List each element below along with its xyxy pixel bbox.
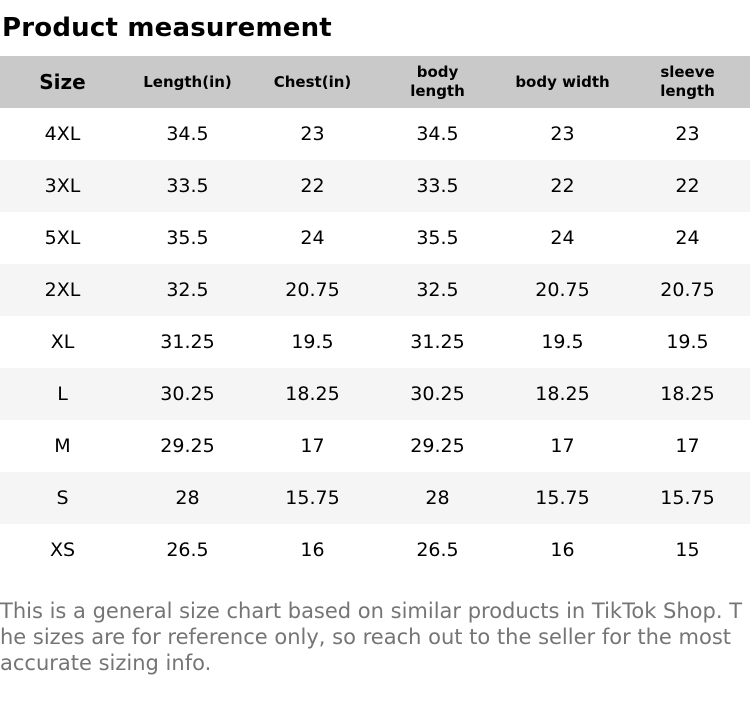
cell-body-width: 24 [550,227,575,249]
cell-body-length: 28 [425,487,450,509]
cell-body-width: 22 [550,175,575,197]
cell-chest: 22 [300,175,325,197]
page-title: Product measurement [2,13,332,43]
cell-body-width: 19.5 [541,331,584,353]
table-row: 5XL 35.5 24 35.5 24 24 [0,212,750,264]
cell-length: 33.5 [166,175,209,197]
cell-sleeve-length: 17 [675,435,700,457]
cell-length: 34.5 [166,123,209,145]
cell-length: 26.5 [166,539,209,561]
cell-body-length: 29.25 [410,435,465,457]
cell-size: XL [50,331,75,353]
cell-size: 5XL [44,227,81,249]
header-length-in: Length(in) [143,72,232,91]
cell-body-width: 18.25 [535,383,590,405]
table-header-row: Size Length(in) Chest(in) body length bo… [0,56,750,108]
table-row: 4XL 34.5 23 34.5 23 23 [0,108,750,160]
table-row: 3XL 33.5 22 33.5 22 22 [0,160,750,212]
cell-size: 4XL [44,123,81,145]
cell-body-width: 20.75 [535,279,590,301]
cell-body-width: 16 [550,539,575,561]
cell-chest: 24 [300,227,325,249]
table-row: S 28 15.75 28 15.75 15.75 [0,472,750,524]
cell-length: 29.25 [160,435,215,457]
cell-size: M [54,435,71,457]
cell-chest: 19.5 [291,331,334,353]
cell-body-width: 23 [550,123,575,145]
cell-length: 31.25 [160,331,215,353]
cell-sleeve-length: 15.75 [660,487,715,509]
cell-chest: 16 [300,539,325,561]
cell-body-length: 33.5 [416,175,459,197]
cell-length: 35.5 [166,227,209,249]
cell-body-length: 30.25 [410,383,465,405]
header-chest-in: Chest(in) [273,72,352,91]
cell-chest: 17 [300,435,325,457]
cell-size: L [57,383,68,405]
table-row: 2XL 32.5 20.75 32.5 20.75 20.75 [0,264,750,316]
cell-size: S [56,487,69,509]
cell-body-width: 17 [550,435,575,457]
size-chart-table: Size Length(in) Chest(in) body length bo… [0,56,750,576]
cell-sleeve-length: 20.75 [660,279,715,301]
cell-body-length: 31.25 [410,331,465,353]
cell-sleeve-length: 15 [675,539,700,561]
cell-length: 30.25 [160,383,215,405]
header-sleeve-length: sleeve length [660,63,715,100]
cell-body-length: 32.5 [416,279,459,301]
header-body-width: body width [515,72,610,91]
header-size: Size [39,69,86,94]
cell-body-length: 26.5 [416,539,459,561]
table-row: L 30.25 18.25 30.25 18.25 18.25 [0,368,750,420]
cell-size: 2XL [44,279,81,301]
cell-length: 32.5 [166,279,209,301]
size-chart-disclaimer: This is a general size chart based on si… [0,599,743,676]
cell-length: 28 [175,487,200,509]
cell-size: 3XL [44,175,81,197]
table-row: M 29.25 17 29.25 17 17 [0,420,750,472]
table-row: XL 31.25 19.5 31.25 19.5 19.5 [0,316,750,368]
cell-body-width: 15.75 [535,487,590,509]
cell-chest: 23 [300,123,325,145]
cell-sleeve-length: 24 [675,227,700,249]
cell-size: XS [49,539,76,561]
cell-chest: 15.75 [285,487,340,509]
cell-body-length: 35.5 [416,227,459,249]
table-row: XS 26.5 16 26.5 16 15 [0,524,750,576]
cell-sleeve-length: 22 [675,175,700,197]
header-body-length: body length [410,63,465,100]
cell-chest: 18.25 [285,383,340,405]
cell-sleeve-length: 23 [675,123,700,145]
cell-chest: 20.75 [285,279,340,301]
cell-body-length: 34.5 [416,123,459,145]
cell-sleeve-length: 18.25 [660,383,715,405]
cell-sleeve-length: 19.5 [666,331,709,353]
